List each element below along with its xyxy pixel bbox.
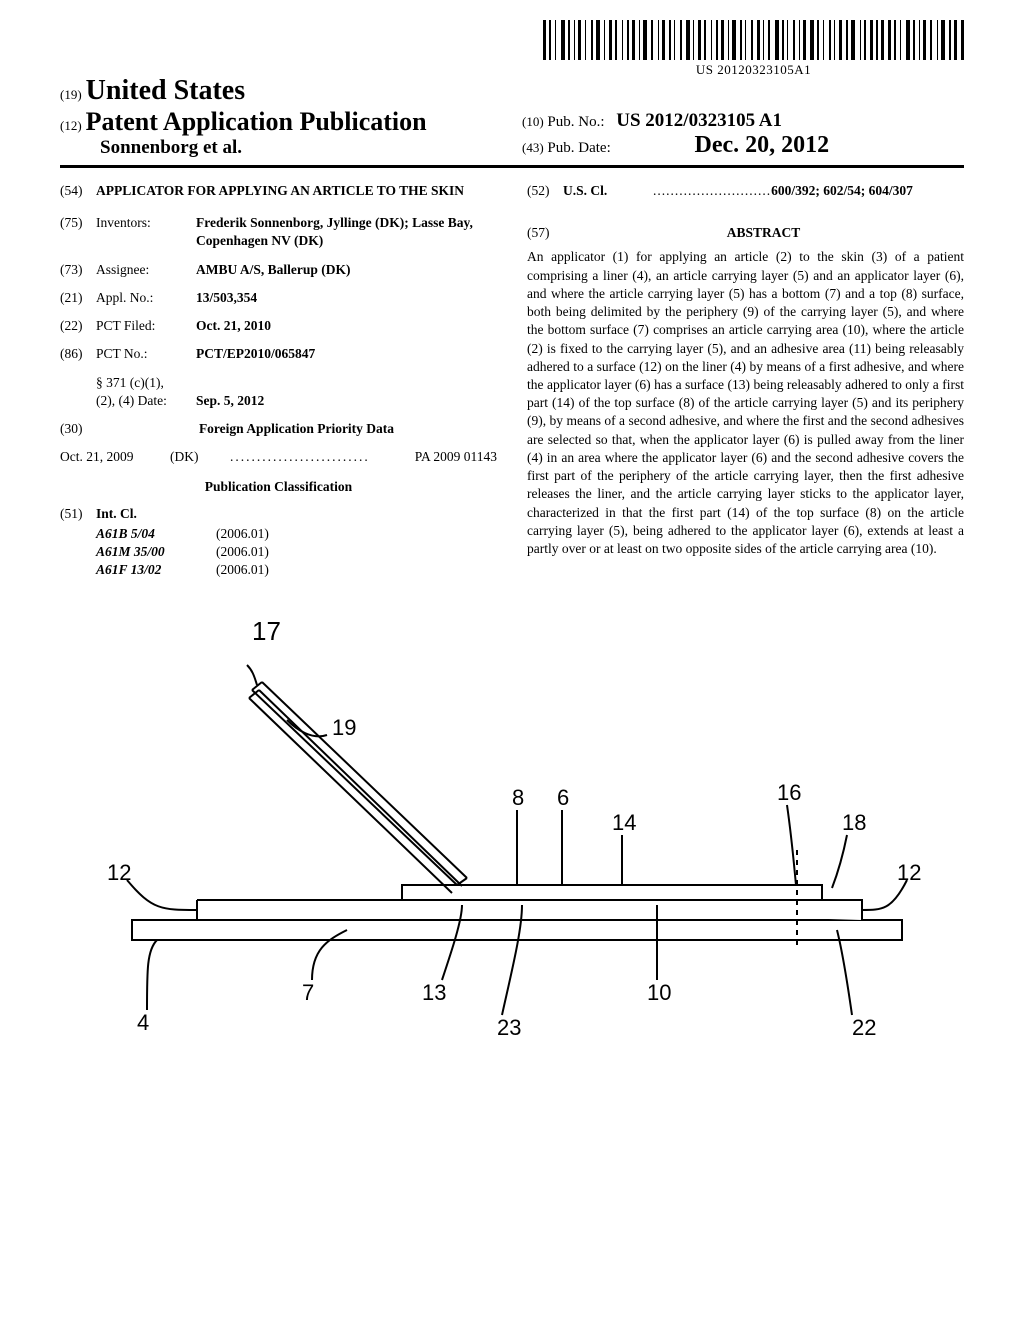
right-column: (52) U.S. Cl. ..........................… [527,182,964,580]
intcl-ver: (2006.01) [216,561,269,579]
intcl-label: Int. Cl. [96,505,497,523]
appl-label: Appl. No.: [96,289,196,307]
priority-country: (DK) [170,448,230,466]
figure-svg: 17 19 8 6 14 16 18 12 12 4 7 13 23 10 22 [102,610,922,1070]
uscl-label: U.S. Cl. [563,182,653,200]
fig-label-12r: 12 [897,860,921,885]
fig-label-4: 4 [137,1010,149,1035]
header-rule [60,165,964,168]
biblio-columns: (54) APPLICATOR FOR APPLYING AN ARTICLE … [60,182,964,580]
abstract-body: An applicator (1) for applying an articl… [527,248,964,558]
pct-filed-label: PCT Filed: [96,317,196,335]
code-52: (52) [527,182,563,200]
patent-figure: 17 19 8 6 14 16 18 12 12 4 7 13 23 10 22 [60,610,964,1075]
priority-row: Oct. 21, 2009 (DK) .....................… [60,448,497,466]
pct-no-value: PCT/EP2010/065847 [196,345,497,363]
s371-value: Sep. 5, 2012 [196,392,497,410]
code-21: (21) [60,289,96,307]
fig-label-7: 7 [302,980,314,1005]
code-73: (73) [60,261,96,279]
pct-no-label: PCT No.: [96,345,196,363]
intcl-row: A61M 35/00 (2006.01) [60,543,497,561]
barcode-graphic [543,20,964,60]
pct-filed-value: Oct. 21, 2010 [196,317,497,335]
priority-num: PA 2009 01143 [415,448,497,466]
s371-label: § 371 (c)(1), (2), (4) Date: [96,374,196,410]
intcl-code: A61M 35/00 [96,543,216,561]
intcl-ver: (2006.01) [216,525,269,543]
authors: Sonnenborg et al. [100,137,502,159]
intcl-row: A61F 13/02 (2006.01) [60,561,497,579]
doc-type: Patent Application Publication [86,107,427,136]
code-54: (54) [60,182,96,200]
fig-label-6: 6 [557,785,569,810]
fig-label-22: 22 [852,1015,876,1040]
code-43: (43) [522,140,544,155]
fig-label-16: 16 [777,780,801,805]
intcl-ver: (2006.01) [216,543,269,561]
fig-label-12l: 12 [107,860,131,885]
pub-date: Dec. 20, 2012 [695,132,830,158]
pubclass-head: Publication Classification [60,478,497,496]
uscl-value: 600/392; 602/54; 604/307 [771,182,913,200]
code-75: (75) [60,214,96,250]
code-86: (86) [60,345,96,363]
inventors-label: Inventors: [96,214,196,250]
assignee-label: Assignee: [96,261,196,279]
country-title: United States [86,75,245,106]
fig-label-19: 19 [332,715,356,740]
fig-label-17: 17 [252,616,281,646]
intcl-code: A61F 13/02 [96,561,216,579]
left-column: (54) APPLICATOR FOR APPLYING AN ARTICLE … [60,182,497,580]
code-30: (30) [60,420,96,438]
fig-label-23: 23 [497,1015,521,1040]
assignee-value: AMBU A/S, Ballerup (DK) [196,261,497,279]
abstract-head: ABSTRACT [563,224,964,242]
barcode-number: US 20120323105A1 [543,62,964,78]
appl-value: 13/503,354 [196,289,497,307]
code-57: (57) [527,224,563,248]
fig-label-14: 14 [612,810,636,835]
dots: .......................... [230,448,415,466]
fig-label-18: 18 [842,810,866,835]
fig-label-10: 10 [647,980,671,1005]
header: (19) United States (12) Patent Applicati… [60,75,964,159]
code-10: (10) [522,114,544,129]
pub-no-label: Pub. No.: [547,114,604,130]
inventors-value: Frederik Sonnenborg, Jyllinge (DK); Lass… [196,214,497,250]
invention-title: APPLICATOR FOR APPLYING AN ARTICLE TO TH… [96,182,497,200]
fig-label-8: 8 [512,785,524,810]
intcl-code: A61B 5/04 [96,525,216,543]
intcl-row: A61B 5/04 (2006.01) [60,525,497,543]
priority-date: Oct. 21, 2009 [60,448,170,466]
priority-head: Foreign Application Priority Data [96,420,497,438]
code-51: (51) [60,505,96,523]
barcode-region: US 20120323105A1 [543,20,964,78]
code-19: (19) [60,87,82,102]
pub-no: US 2012/0323105 A1 [616,110,782,131]
dots: ........................... [653,182,771,200]
pub-date-label: Pub. Date: [547,140,610,156]
uscl-row: (52) U.S. Cl. ..........................… [527,182,964,200]
code-12: (12) [60,118,82,133]
code-22: (22) [60,317,96,335]
fig-label-13: 13 [422,980,446,1005]
